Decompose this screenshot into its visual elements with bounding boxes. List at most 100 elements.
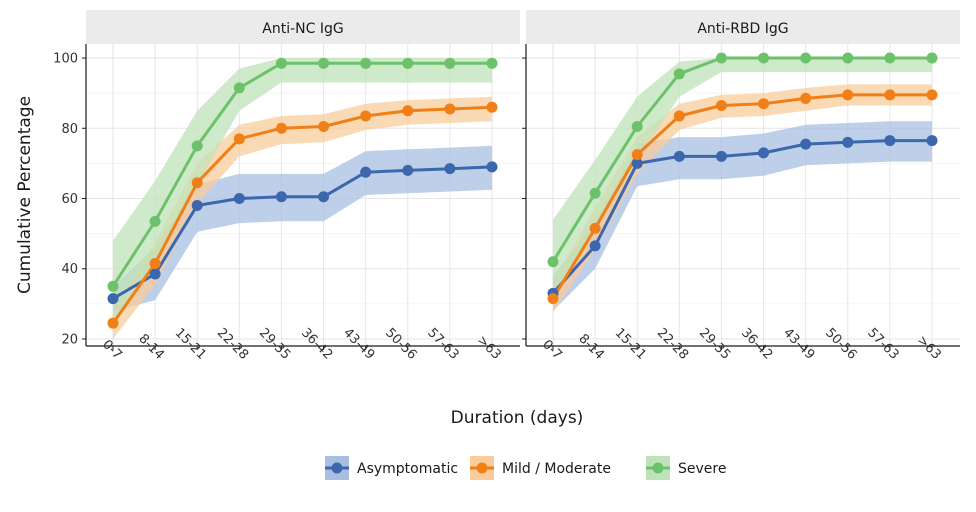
data-point-severe-anti-rbd-igg [884,52,896,64]
series-line-mild-moderate-anti-rbd-igg [551,93,932,300]
x-tick-label: 43-49 [780,326,817,363]
data-point-asymptomatic-anti-nc-igg [444,163,456,175]
data-point-mild-moderate-anti-nc-igg [107,317,119,329]
data-point-asymptomatic-anti-rbd-igg [631,157,643,169]
legend: Asymptomatic Mild / Moderate Severe [325,456,726,480]
legend-key-point-severe [652,462,664,474]
data-point-severe-anti-rbd-igg [547,256,559,268]
y-axis-title: Cumulative Percentage [15,96,35,294]
data-point-mild-moderate-anti-nc-igg [149,257,161,269]
data-point-severe-anti-nc-igg [233,82,245,94]
x-tick-label: >63 [914,333,944,363]
data-point-severe-anti-rbd-igg [715,52,727,64]
x-tick-label: 8-14 [575,331,606,362]
x-tick-label: 36-42 [738,326,775,363]
data-point-severe-anti-nc-igg [107,280,119,292]
data-point-asymptomatic-anti-nc-igg [360,166,372,178]
data-point-asymptomatic-anti-rbd-igg [715,150,727,162]
data-point-asymptomatic-anti-nc-igg [191,200,203,212]
y-tick-label: 80 [61,122,78,137]
data-point-severe-anti-rbd-igg [631,121,643,133]
data-point-severe-anti-rbd-igg [800,52,812,64]
data-point-mild-moderate-anti-rbd-igg [926,89,938,101]
data-point-severe-anti-rbd-igg [758,52,770,64]
data-point-severe-anti-rbd-igg [842,52,854,64]
data-point-asymptomatic-anti-rbd-igg [842,136,854,148]
data-point-severe-anti-nc-igg [275,57,287,69]
data-point-severe-anti-nc-igg [444,57,456,69]
x-axis-title: Duration (days) [451,408,584,428]
x-tick-label: 0-7 [539,337,565,363]
x-tick-label: 22-28 [654,326,691,363]
x-tick-label: >63 [474,333,504,363]
data-point-mild-moderate-anti-rbd-igg [758,98,770,110]
y-tick-label: 60 [61,192,78,207]
x-tick-label: 8-14 [135,331,166,362]
data-point-mild-moderate-anti-rbd-igg [842,89,854,101]
x-tick-label: 57-63 [424,326,461,363]
data-point-severe-anti-nc-igg [402,57,414,69]
data-point-asymptomatic-anti-nc-igg [149,268,161,280]
data-point-severe-anti-nc-igg [318,57,330,69]
legend-label-mild-moderate: Mild / Moderate [502,461,611,477]
panel-anti-nc [107,57,498,339]
ci-band-asymptomatic-anti-rbd-igg [553,121,932,311]
y-tick-label: 20 [61,332,78,347]
data-point-mild-moderate-anti-nc-igg [191,177,203,189]
data-point-mild-moderate-anti-nc-igg [486,101,498,113]
data-point-severe-anti-nc-igg [360,57,372,69]
x-tick-label: 29-35 [256,326,293,363]
data-point-severe-anti-rbd-igg [926,52,938,64]
facet-title-anti-nc: Anti-NC IgG [262,21,343,37]
x-tick-label: 50-56 [382,326,419,363]
data-point-mild-moderate-anti-nc-igg [275,122,287,134]
x-tick-label: 29-35 [696,326,733,363]
x-tick-label: 50-56 [822,326,859,363]
legend-label-asymptomatic: Asymptomatic [357,461,458,477]
x-tick-label: 15-21 [612,326,649,363]
series-line-severe-anti-rbd-igg [551,56,932,263]
ci-band-severe-anti-nc-igg [113,58,492,325]
x-tick-label: 0-7 [99,337,125,363]
data-point-severe-anti-nc-igg [486,57,498,69]
data-point-mild-moderate-anti-rbd-igg [800,92,812,104]
legend-key-point-asymptomatic [331,462,343,474]
data-point-asymptomatic-anti-rbd-igg [926,135,938,147]
facet-strip-anti-rbd [526,10,960,44]
series-line-asymptomatic-anti-nc-igg [112,165,493,300]
x-tick-label: 36-42 [298,326,335,363]
data-point-severe-anti-rbd-igg [589,187,601,199]
data-point-asymptomatic-anti-rbd-igg [589,240,601,252]
data-point-mild-moderate-anti-nc-igg [318,121,330,133]
series-line-severe-anti-nc-igg [111,61,492,288]
data-point-mild-moderate-anti-rbd-igg [547,293,559,305]
y-tick-label: 100 [53,52,78,67]
data-point-asymptomatic-anti-rbd-igg [884,135,896,147]
x-tick-label: 57-63 [864,326,901,363]
data-point-severe-anti-nc-igg [149,215,161,227]
data-point-asymptomatic-anti-nc-igg [275,191,287,203]
data-point-mild-moderate-anti-rbd-igg [715,99,727,111]
data-point-asymptomatic-anti-rbd-igg [673,150,685,162]
x-tick-label: 15-21 [172,326,209,363]
facet-title-anti-rbd: Anti-RBD IgG [697,21,788,37]
data-point-asymptomatic-anti-rbd-igg [758,147,770,159]
data-point-severe-anti-rbd-igg [673,68,685,80]
series-line-mild-moderate-anti-nc-igg [111,105,493,325]
x-tick-label: 43-49 [340,326,377,363]
data-point-mild-moderate-anti-rbd-igg [589,222,601,234]
data-point-asymptomatic-anti-nc-igg [318,191,330,203]
data-point-mild-moderate-anti-nc-igg [360,110,372,122]
data-point-asymptomatic-anti-rbd-igg [800,138,812,150]
ci-band-severe-anti-rbd-igg [553,58,932,301]
data-point-asymptomatic-anti-nc-igg [486,161,498,173]
data-point-asymptomatic-anti-nc-igg [233,193,245,205]
series-line-asymptomatic-anti-rbd-igg [551,139,932,295]
y-tick-label: 40 [61,262,78,277]
data-point-mild-moderate-anti-nc-igg [402,105,414,117]
legend-label-severe: Severe [678,461,726,477]
data-point-asymptomatic-anti-nc-igg [402,164,414,176]
panel-anti-rbd [547,52,938,313]
facet-strip-anti-nc [86,10,520,44]
